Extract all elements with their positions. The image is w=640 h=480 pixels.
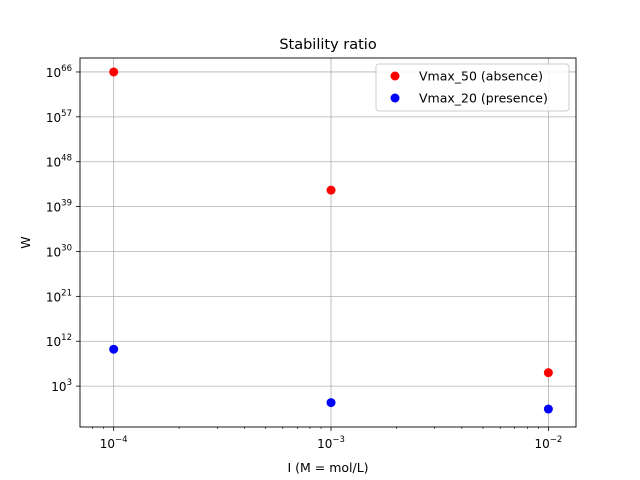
data-point-vmax-20	[543, 404, 553, 414]
y-tick-label: 103	[51, 378, 72, 394]
data-point-vmax-50	[543, 368, 553, 378]
data-point-vmax-50	[109, 67, 119, 77]
y-tick-label: 1030	[46, 243, 72, 259]
y-tick-label: 1048	[46, 154, 72, 170]
x-axis-label: I (M = mol/L)	[287, 460, 368, 475]
y-tick-label: 1066	[46, 64, 72, 80]
y-tick-label: 1021	[46, 288, 72, 304]
y-tick-label: 1057	[46, 109, 72, 125]
legend-box	[375, 63, 570, 112]
chart-title: Stability ratio	[279, 37, 377, 53]
y-tick-label: 1039	[46, 199, 72, 215]
x-tick-label: 10−3	[317, 435, 345, 451]
legend-label-vmax-50: Vmax_50 (absence)	[419, 69, 543, 84]
axis-ticks: 10−4 10−3 10−2 103 1012 1021 1030 1039 1048 1057 1…	[46, 64, 562, 451]
x-tick-label: 10−2	[534, 435, 562, 451]
plot-frame	[79, 57, 577, 428]
legend-label-vmax-20: Vmax_20 (presence)	[419, 91, 548, 106]
y-axis-label: W	[18, 236, 33, 248]
legend-marker-vmax-50	[390, 71, 400, 81]
data-point-vmax-20	[109, 344, 119, 354]
data-point-vmax-50	[326, 185, 336, 195]
data-points	[109, 67, 553, 414]
x-tick-label: 10−4	[100, 435, 128, 451]
legend: Vmax_50 (absence) Vmax_20 (presence)	[375, 63, 570, 112]
data-point-vmax-20	[326, 398, 336, 408]
y-tick-label: 1012	[46, 333, 72, 349]
legend-marker-vmax-20	[390, 93, 400, 103]
